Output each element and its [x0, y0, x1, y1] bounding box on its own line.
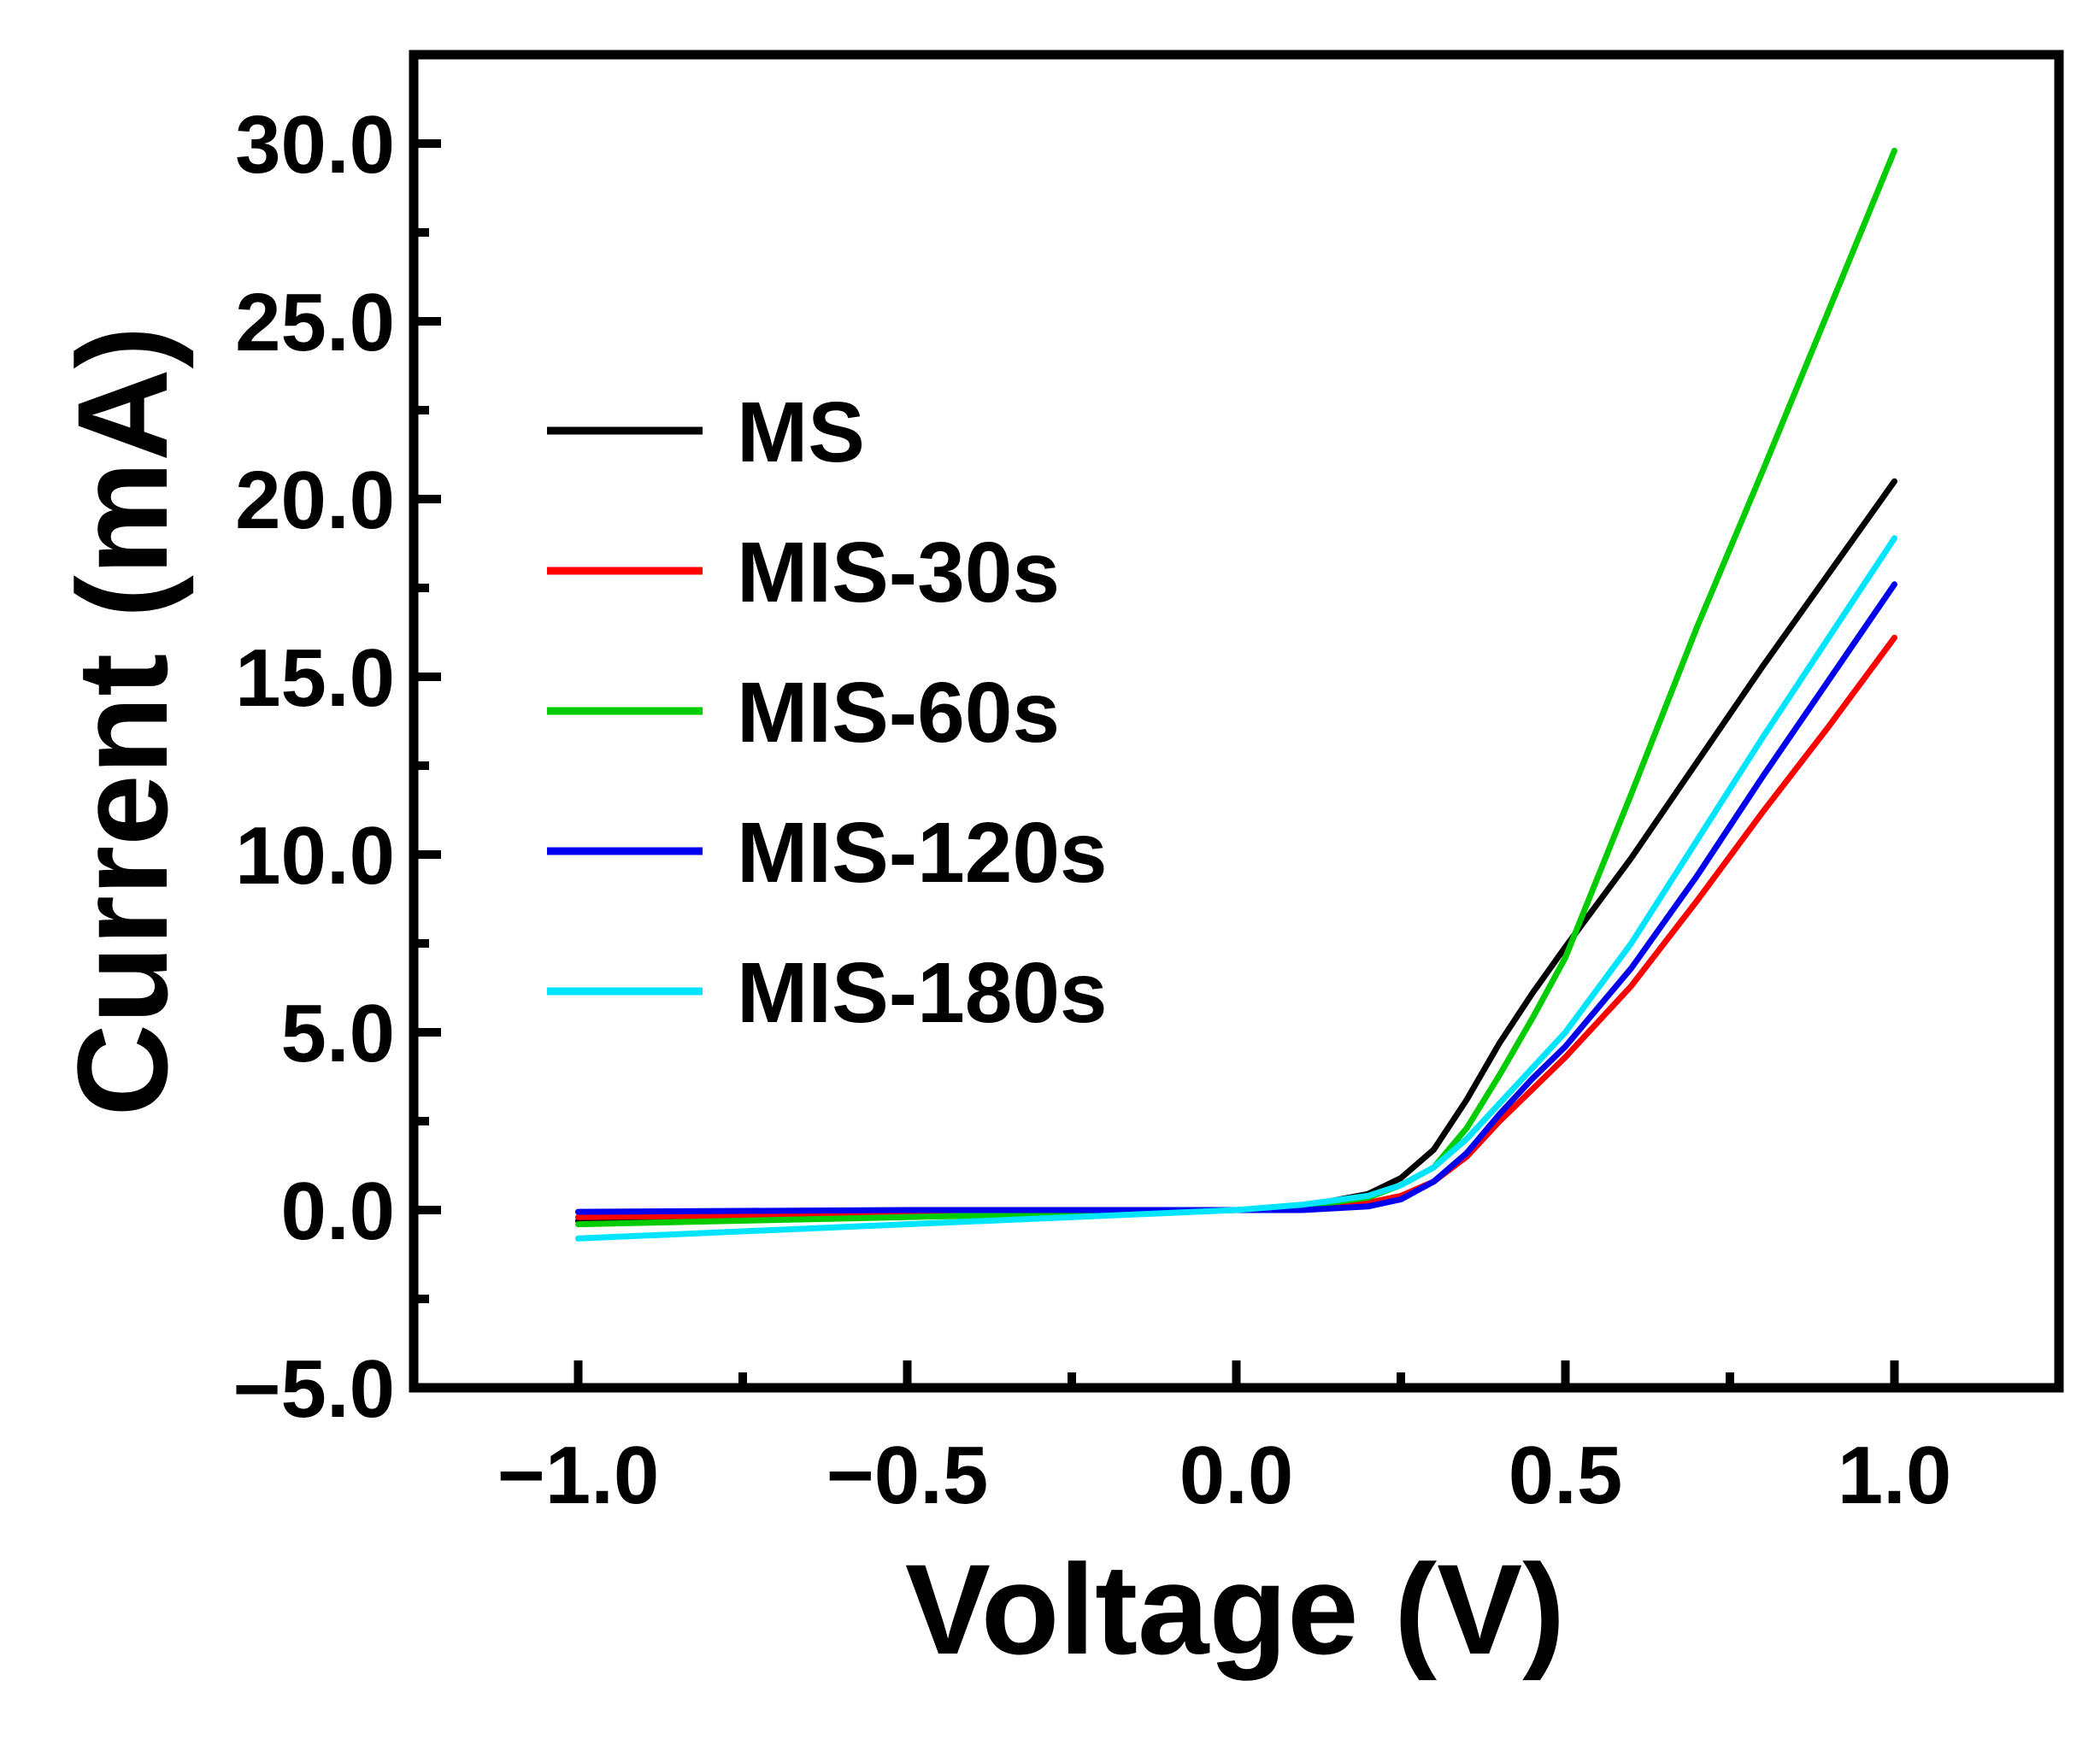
y-axis-title: Current (mA) — [50, 326, 194, 1117]
y-tick-label: −5.0 — [232, 1343, 395, 1435]
series-line-mis-180s — [575, 535, 1897, 1242]
x-tick-label: −0.5 — [826, 1430, 989, 1521]
legend-item: MIS-30s — [547, 525, 1060, 620]
y-tick-label: 25.0 — [235, 277, 395, 368]
legend-item: MIS-60s — [547, 665, 1060, 761]
legend-label: MS — [737, 385, 865, 480]
y-axis: −5.0 0.0 5.0 10.0 15.0 20.0 25.0 30.0 — [232, 99, 441, 1435]
x-tick-label: 0.0 — [1179, 1430, 1293, 1521]
legend-item: MIS-120s — [547, 805, 1108, 901]
x-axis-title: Voltage (V) — [905, 1537, 1565, 1681]
legend-label: MIS-120s — [737, 805, 1108, 901]
x-axis: −1.0 −0.5 0.0 0.5 1.0 — [497, 1360, 1951, 1521]
chart-marks — [575, 147, 1897, 1242]
x-tick-label: 1.0 — [1838, 1430, 1951, 1521]
plot-frame — [409, 50, 2064, 1393]
x-tick-label: −1.0 — [497, 1430, 660, 1521]
legend-label: MIS-30s — [737, 525, 1060, 620]
y-tick-label: 20.0 — [235, 455, 395, 546]
x-tick-label: 0.5 — [1509, 1430, 1622, 1521]
y-tick-label: 15.0 — [235, 632, 395, 724]
y-tick-label: 5.0 — [281, 988, 395, 1079]
legend-label: MIS-60s — [737, 665, 1060, 761]
y-tick-label: 0.0 — [281, 1166, 395, 1257]
legend-label: MIS-180s — [737, 945, 1108, 1041]
legend-item: MIS-180s — [547, 945, 1108, 1041]
legend-item: MS — [547, 385, 865, 480]
y-tick-label: 30.0 — [235, 99, 395, 191]
y-tick-label: 10.0 — [235, 810, 395, 902]
legend: MS MIS-30s MIS-60s MIS-120s MIS-180s — [547, 385, 1108, 1041]
